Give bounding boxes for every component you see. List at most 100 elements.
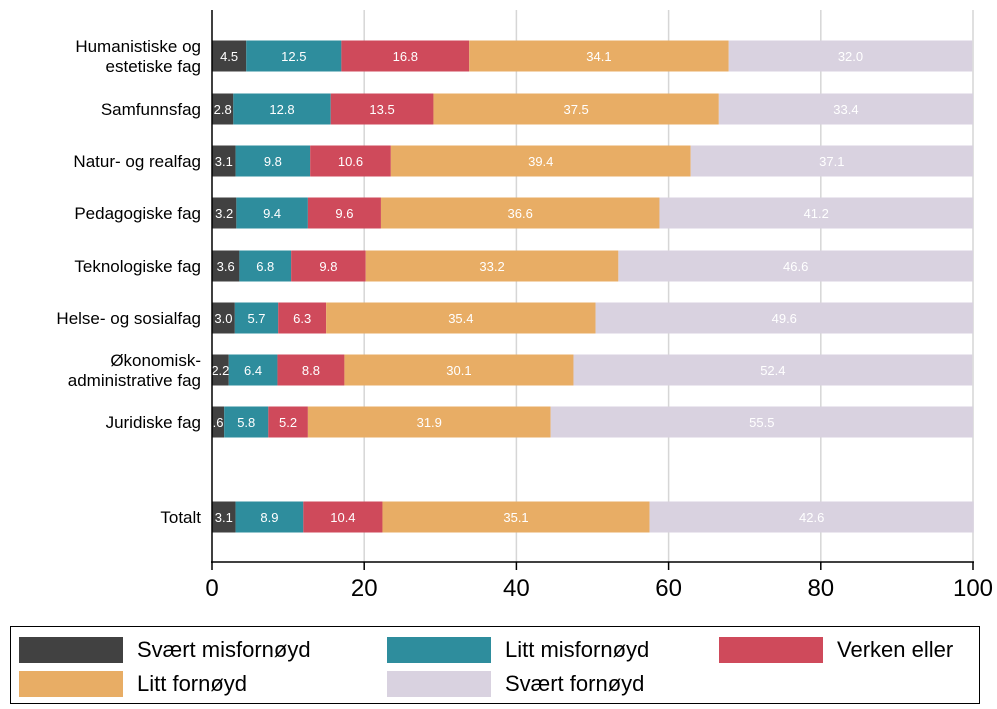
data-label: 35.1 xyxy=(503,510,528,525)
legend-swatch-litt-fornoyd xyxy=(19,671,123,697)
legend-label: Litt misfornøyd xyxy=(505,637,650,662)
bar-segment xyxy=(212,354,229,386)
bar-segment xyxy=(303,501,383,533)
data-label: 37.1 xyxy=(819,154,844,169)
data-label: 8.9 xyxy=(260,510,278,525)
bar-segment xyxy=(390,145,691,177)
bar-segment xyxy=(380,197,660,229)
legend-label: Verken eller xyxy=(837,637,954,662)
x-tick-label: 60 xyxy=(655,575,682,602)
legend-item-litt-fornoyd: Litt fornøyd xyxy=(19,671,247,697)
legend-label: Svært fornøyd xyxy=(505,671,645,696)
bar-segment xyxy=(228,354,278,386)
data-label: 41.2 xyxy=(804,206,829,221)
data-label: 6.4 xyxy=(244,363,262,378)
data-label: 5.7 xyxy=(247,311,265,326)
category-label: Økonomisk-administrative fag xyxy=(68,351,201,390)
bar-segment xyxy=(277,354,345,386)
legend-item-svaert-fornoyd: Svært fornøyd xyxy=(387,671,644,697)
data-label: 31.9 xyxy=(417,415,442,430)
bar-segment xyxy=(365,250,619,282)
bar-segment xyxy=(659,197,973,229)
category-label: Natur- og realfag xyxy=(73,152,201,171)
x-tick-label: 0 xyxy=(205,575,218,602)
data-label: 16.8 xyxy=(393,49,418,64)
data-label: 5.2 xyxy=(279,415,297,430)
bar-segment xyxy=(239,250,292,282)
legend-label: Svært misfornøyd xyxy=(137,637,311,662)
category-label: Samfunnsfag xyxy=(101,100,201,119)
data-label: 3.1 xyxy=(215,154,233,169)
data-label: 46.6 xyxy=(783,259,808,274)
legend-swatch-svaert-fornoyd xyxy=(387,671,491,697)
bar-segment xyxy=(618,250,973,282)
legend: Svært misfornøyd Litt misfornøyd Verken … xyxy=(10,626,980,704)
data-label: 39.4 xyxy=(528,154,553,169)
category-label: Pedagogiske fag xyxy=(74,204,201,223)
bar-segment xyxy=(382,501,650,533)
bar-segment xyxy=(212,197,237,229)
grid xyxy=(363,10,974,562)
category-label: Humanistiske og estetiske fag xyxy=(75,37,201,76)
bar-segment xyxy=(307,197,381,229)
data-label: 10.6 xyxy=(338,154,363,169)
data-label: 36.6 xyxy=(508,206,533,221)
data-label: 37.5 xyxy=(563,102,588,117)
legend-label: Litt fornøyd xyxy=(137,671,248,696)
legend-swatch-litt-misfornoyd xyxy=(387,637,491,663)
bar-segment xyxy=(728,40,973,72)
bar-segment xyxy=(212,145,236,177)
bar-segment xyxy=(718,93,973,125)
data-label: 49.6 xyxy=(772,311,797,326)
data-label: 8.8 xyxy=(302,363,320,378)
bar-segment xyxy=(224,406,269,438)
x-tick-label: 20 xyxy=(351,575,378,602)
category-labels: Humanistiske og estetiske fag Samfunnsfag N… xyxy=(56,37,201,527)
stacked-bar-chart: 4.5 12.5 16.8 34.1 32.0 2.8 12.8 13.5 37.5 33.4 3.… xyxy=(56,10,993,602)
data-label: 9.6 xyxy=(335,206,353,221)
data-label: 52.4 xyxy=(760,363,785,378)
bar-segment xyxy=(212,40,247,72)
x-tick-labels: 0 20 40 60 80 100 xyxy=(205,575,993,602)
bar-segment xyxy=(469,40,729,72)
bar-segment xyxy=(233,93,331,125)
bar-segment xyxy=(573,354,973,386)
bar-segment xyxy=(595,302,973,334)
bar-segment xyxy=(690,145,973,177)
x-tick-label: 80 xyxy=(807,575,834,602)
bar-segment xyxy=(341,40,470,72)
category-label: Helse- og sosialfag xyxy=(56,309,201,328)
bar-segment xyxy=(326,302,596,334)
category-label: Teknologiske fag xyxy=(74,257,201,276)
data-label: 9.8 xyxy=(319,259,337,274)
data-label: 35.4 xyxy=(448,311,473,326)
data-label: 10.4 xyxy=(330,510,355,525)
data-label: 3.0 xyxy=(214,311,232,326)
data-label: 2.2 xyxy=(211,363,229,378)
bar-segment xyxy=(235,501,304,533)
legend-item-verken-eller: Verken eller xyxy=(719,637,953,663)
category-label: Juridiske fag xyxy=(106,413,201,432)
legend-item-svaert-misfornoyd: Svært misfornøyd xyxy=(19,637,311,663)
axes xyxy=(211,10,974,570)
x-tick-label: 40 xyxy=(503,575,530,602)
data-label: 3.2 xyxy=(215,206,233,221)
x-tick-label: 100 xyxy=(953,575,993,602)
data-label: 3.6 xyxy=(217,259,235,274)
legend-item-litt-misfornoyd: Litt misfornøyd xyxy=(387,637,649,663)
bar-segment xyxy=(212,93,234,125)
data-label: 9.4 xyxy=(263,206,281,221)
bar-segment xyxy=(212,501,236,533)
data-label: 2.8 xyxy=(214,102,232,117)
data-label: 5.8 xyxy=(237,415,255,430)
category-label: Totalt xyxy=(160,508,201,527)
bar-segment xyxy=(278,302,327,334)
bar-segment xyxy=(268,406,308,438)
legend-swatch-svaert-misfornoyd xyxy=(19,637,123,663)
data-label: 12.5 xyxy=(281,49,306,64)
data-label: 42.6 xyxy=(799,510,824,525)
bar-segment xyxy=(330,93,434,125)
bar-segment xyxy=(307,406,551,438)
data-label: 13.5 xyxy=(369,102,394,117)
bar-segment xyxy=(649,501,974,533)
